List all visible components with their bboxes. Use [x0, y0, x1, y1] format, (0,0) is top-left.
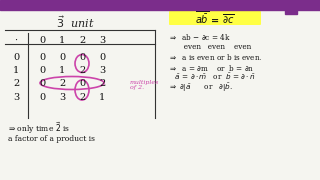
Text: 2: 2 — [59, 78, 65, 87]
Text: 1: 1 — [59, 66, 65, 75]
Text: $\bar{a}$·b = $\partial$·c: $\bar{a}$·b = $\partial$·c — [196, 4, 234, 14]
Text: 2: 2 — [79, 66, 85, 75]
Bar — [0, 0, 320, 10]
Text: $\Rightarrow$  a is even or b is even.: $\Rightarrow$ a is even or b is even. — [168, 52, 262, 62]
Text: 2: 2 — [13, 78, 19, 87]
Text: 0: 0 — [99, 53, 105, 62]
Text: 2: 2 — [79, 35, 85, 44]
Text: 1: 1 — [99, 93, 105, 102]
Text: $\Rightarrow$  ab $-$ $\partial$c = 4k: $\Rightarrow$ ab $-$ $\partial$c = 4k — [168, 32, 231, 42]
Text: $\bar{a}$ = $\partial\cdot\bar{m}$   or  $\bar{b}$ = $\partial\cdot\bar{n}$: $\bar{a}$ = $\partial\cdot\bar{m}$ or $\… — [168, 72, 256, 82]
Text: $\Rightarrow$ $\partial|\bar{a}$      or   $\partial|\bar{b}$.: $\Rightarrow$ $\partial|\bar{a}$ or $\pa… — [168, 82, 233, 94]
Text: 3: 3 — [99, 35, 105, 44]
Text: $\Rightarrow$  a = $\partial$m    or  b = $\partial$n: $\Rightarrow$ a = $\partial$m or b = $\p… — [168, 63, 254, 73]
Text: 0: 0 — [59, 53, 65, 62]
Text: 2: 2 — [79, 93, 85, 102]
Text: 0: 0 — [13, 53, 19, 62]
Text: 0: 0 — [39, 35, 45, 44]
Text: 0: 0 — [79, 53, 85, 62]
Text: a factor of a product is: a factor of a product is — [8, 135, 95, 143]
Text: ⇒ only time $\vec{2}$ is: ⇒ only time $\vec{2}$ is — [8, 120, 70, 136]
Text: multiples
of 2.: multiples of 2. — [130, 80, 159, 90]
Text: 0: 0 — [39, 53, 45, 62]
Text: 2: 2 — [99, 78, 105, 87]
FancyBboxPatch shape — [169, 11, 261, 25]
Text: 0: 0 — [39, 66, 45, 75]
Text: 0: 0 — [79, 78, 85, 87]
Text: 1: 1 — [59, 35, 65, 44]
Text: ·: · — [14, 35, 18, 44]
Text: $\vec{3}$  unit: $\vec{3}$ unit — [56, 14, 94, 30]
Text: $\overline{a\bar{b}}$ = $\overline{\partial c}$: $\overline{a\bar{b}}$ = $\overline{\part… — [195, 10, 235, 26]
Text: 0: 0 — [39, 93, 45, 102]
Text: 1: 1 — [13, 66, 19, 75]
Text: 0: 0 — [39, 78, 45, 87]
Text: even   even    even: even even even — [168, 43, 251, 51]
Text: 3: 3 — [13, 93, 19, 102]
Bar — [285, 5, 297, 14]
Text: 3: 3 — [59, 93, 65, 102]
Text: 3: 3 — [99, 66, 105, 75]
